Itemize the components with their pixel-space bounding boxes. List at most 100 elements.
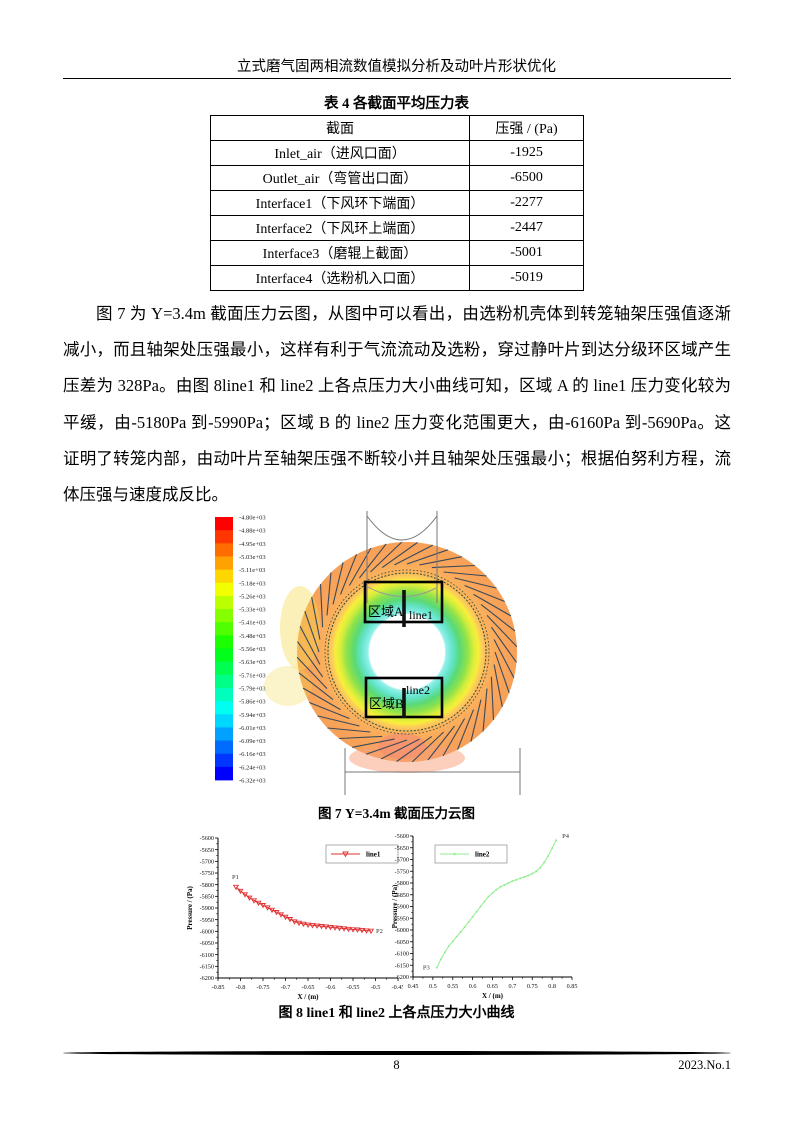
data-marker [313, 923, 321, 929]
legend-label: line2 [475, 851, 490, 859]
data-marker [515, 878, 518, 881]
data-marker [543, 861, 546, 864]
vane-line [490, 626, 517, 663]
data-marker [255, 900, 262, 907]
legend-box [434, 844, 508, 864]
vane-line [480, 603, 516, 632]
x-tick-label: 0.85 [567, 983, 578, 990]
colorbar-segment [215, 582, 233, 597]
colorbar-segment [215, 701, 233, 715]
data-marker [447, 944, 450, 947]
region-a-label: 区域A [368, 604, 404, 619]
data-marker [531, 872, 534, 875]
vane-line [302, 687, 341, 711]
colorbar-segment [215, 595, 233, 610]
figure8-caption: 图 8 line1 和 line2 上各点压力大小曲线 [278, 1006, 515, 1021]
data-marker [250, 898, 258, 904]
data-marker [487, 895, 490, 898]
colorbar: -4.80e+03 -4.88e+03 -4.95e+03 -5.03e+03 -5.1… [215, 515, 266, 785]
cage-ring [327, 572, 487, 732]
vane-line [490, 676, 495, 720]
figure8-chart-line2: -5600 -5650 -5700 -5750 -5800 -5850 -5900 -5950… [391, 833, 578, 1000]
x-tick-label: 0.45 [408, 983, 419, 990]
data-marker [507, 882, 510, 884]
body-paragraph: 图 7 为 Y=3.4m 截面压力云图，从图中可以看出，由选粉机壳体到转笼轴架压… [63, 304, 731, 505]
data-marker [475, 910, 478, 913]
colorbar-segment [215, 766, 233, 781]
data-marker [286, 917, 294, 923]
vane-line [351, 738, 395, 748]
legend-marker [453, 852, 456, 856]
colorbar-tick-label: -5.94e+03 [239, 712, 266, 719]
y-tick-label: -6100 [395, 951, 409, 958]
colorbar-tick-label: -5.56e+03 [239, 646, 266, 653]
table-row: Interface1（下风环下端面） -2277 [209, 190, 584, 216]
table-row: Outlet_air（弯管出口面） -6500 [209, 165, 584, 191]
y-tick-label: -5750 [395, 868, 409, 875]
duct-outline [344, 511, 521, 795]
page-number: 8 [393, 1058, 400, 1072]
table4-title: 表 4 各截面平均压力表 [324, 96, 469, 112]
colorbar-segment [215, 753, 233, 768]
table-row: Interface2（下风环上端面） -2447 [209, 215, 584, 241]
legend-label: line1 [366, 851, 381, 859]
pressure-cell: -2447 [469, 215, 584, 241]
vane-line [296, 656, 328, 689]
legend-marker [342, 851, 349, 858]
y-tick-label: -6050 [200, 940, 214, 947]
data-marker [331, 925, 339, 931]
y-axis-label: Pressure / (Pa) [186, 886, 194, 930]
colorbar-segment [215, 740, 233, 755]
vane-line [380, 738, 420, 760]
vane-line [297, 641, 324, 678]
point-label: P1 [232, 874, 239, 881]
data-marker [340, 926, 348, 932]
colorbar-segment [215, 661, 233, 676]
vane-line [298, 672, 334, 701]
table4: 截面 压强 / (Pa) Inlet_air（进风口面） -1925 Outle… [209, 115, 584, 291]
section-cell: Interface2（下风环上端面） [209, 215, 471, 241]
y-tick-label: -6150 [395, 962, 409, 969]
vane-line [304, 611, 320, 653]
section-cell: Inlet_air（进风口面） [209, 140, 471, 166]
data-marker [268, 907, 276, 914]
y-tick-label: -6100 [200, 952, 214, 959]
colorbar-tick-label: -6.09e+03 [239, 738, 266, 745]
data-marker [358, 928, 366, 934]
colorbar-segment [215, 622, 233, 636]
colorbar-segment [215, 635, 233, 649]
y-tick-label: -6150 [200, 964, 214, 971]
data-marker [547, 854, 550, 857]
header-rule [63, 78, 731, 79]
x-axis-label: X / (m) [482, 992, 504, 1000]
data-marker [309, 923, 316, 929]
figure7-pressure-contour: -4.80e+03 -4.88e+03 -4.95e+03 -5.03e+03 -5.1… [215, 511, 521, 795]
data-marker [322, 924, 330, 930]
colorbar-tick-label: -4.80e+03 [239, 515, 266, 522]
data-marker [354, 927, 361, 933]
data-marker [232, 884, 240, 891]
data-marker [264, 905, 271, 911]
vane-line [370, 541, 403, 573]
section-cell: Interface3（磨辊上截面） [209, 240, 471, 266]
pressure-cell: -6500 [469, 165, 584, 191]
region-b-label: 区域B [369, 696, 404, 711]
vane-line [454, 577, 497, 589]
data-marker [300, 921, 307, 928]
data-marker [259, 903, 267, 909]
table-header-row: 截面 压强 / (Pa) [209, 115, 584, 141]
vane-line [327, 727, 371, 733]
duct-arc [366, 515, 438, 541]
vane-line [339, 735, 383, 740]
colorbar-tick-label: -5.63e+03 [239, 659, 266, 666]
y-tick-label: -5650 [200, 847, 214, 854]
vane-line [482, 688, 488, 732]
data-marker [277, 912, 285, 918]
data-marker [511, 880, 514, 883]
y-axis-label: Pressure / (Pa) [391, 884, 399, 928]
data-marker [503, 883, 506, 886]
vane-line [456, 709, 475, 750]
yellow-patch [264, 666, 312, 706]
vane-line [358, 543, 387, 579]
